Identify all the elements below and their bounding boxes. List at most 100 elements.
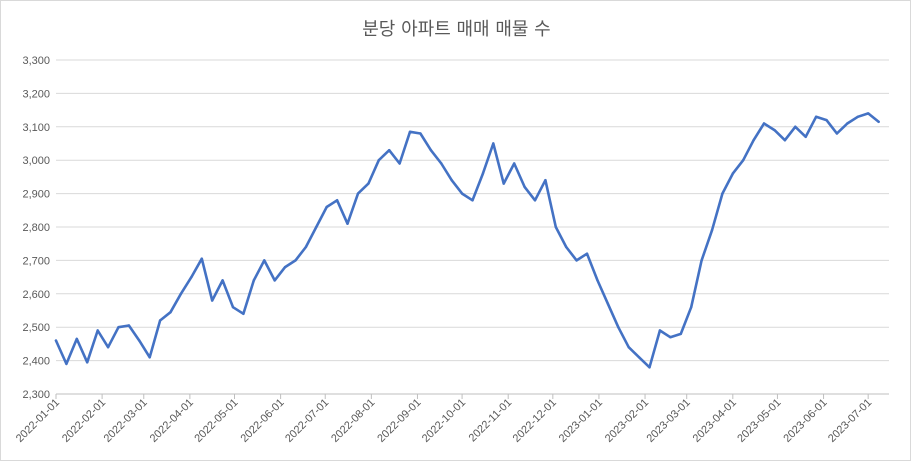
y-tick-label: 2,300 bbox=[22, 389, 50, 401]
x-tick-label: 2023-05-01 bbox=[735, 397, 783, 445]
data-point bbox=[273, 279, 276, 282]
data-point bbox=[408, 130, 412, 133]
data-point bbox=[138, 339, 141, 342]
data-point bbox=[127, 324, 131, 327]
data-point bbox=[565, 245, 568, 249]
data-point bbox=[794, 125, 797, 128]
x-tick-label: 2023-07-01 bbox=[826, 397, 874, 445]
data-point bbox=[460, 192, 464, 195]
data-point bbox=[877, 120, 880, 124]
data-point bbox=[106, 346, 110, 349]
data-point bbox=[856, 115, 859, 119]
y-tick-label: 2,700 bbox=[22, 255, 50, 267]
data-point bbox=[648, 366, 651, 369]
data-point bbox=[533, 199, 537, 202]
x-tick-label: 2023-04-01 bbox=[691, 397, 739, 445]
data-point bbox=[814, 115, 818, 119]
data-point bbox=[346, 222, 349, 225]
data-point bbox=[783, 139, 787, 142]
y-tick-label: 3,200 bbox=[22, 88, 50, 100]
data-point bbox=[637, 356, 641, 359]
data-point bbox=[679, 332, 682, 336]
series-layer bbox=[54, 112, 880, 369]
data-point bbox=[617, 326, 620, 329]
data-point bbox=[513, 162, 516, 165]
data-point bbox=[554, 225, 557, 229]
data-point bbox=[846, 122, 849, 125]
x-tick-label: 2023-02-01 bbox=[603, 397, 651, 445]
data-point bbox=[742, 159, 745, 162]
data-point bbox=[75, 337, 79, 341]
data-point bbox=[544, 179, 547, 182]
series-line bbox=[54, 112, 880, 369]
data-point bbox=[835, 132, 839, 135]
data-point bbox=[606, 302, 610, 305]
data-point bbox=[731, 172, 734, 175]
x-tick-label: 2022-09-01 bbox=[375, 397, 423, 445]
data-point bbox=[54, 339, 58, 342]
data-point bbox=[481, 172, 485, 175]
data-point bbox=[627, 346, 630, 349]
x-tick-label: 2023-06-01 bbox=[781, 397, 829, 445]
data-point bbox=[367, 182, 370, 185]
data-point bbox=[65, 362, 68, 366]
y-tick-label: 3,300 bbox=[22, 55, 50, 67]
data-point bbox=[773, 128, 776, 132]
y-tick-label: 2,600 bbox=[22, 289, 50, 301]
x-tick-label: 2023-01-01 bbox=[557, 397, 605, 445]
data-point bbox=[242, 312, 245, 315]
data-point bbox=[283, 265, 287, 269]
data-point bbox=[700, 259, 703, 262]
data-point bbox=[762, 122, 766, 125]
data-point bbox=[825, 118, 828, 122]
gridlines bbox=[56, 59, 889, 395]
data-point bbox=[721, 192, 724, 195]
data-point bbox=[575, 259, 578, 262]
data-point bbox=[429, 149, 433, 152]
data-point bbox=[419, 132, 422, 135]
y-tick-label: 2,800 bbox=[22, 222, 50, 234]
x-tick-label: 2022-11-01 bbox=[467, 397, 515, 445]
data-point bbox=[158, 319, 162, 322]
data-point bbox=[315, 225, 318, 229]
data-point bbox=[294, 259, 297, 262]
data-point bbox=[596, 279, 599, 282]
x-tick-label: 2022-08-01 bbox=[329, 397, 377, 445]
data-point bbox=[502, 182, 505, 185]
data-point bbox=[585, 252, 589, 255]
data-point bbox=[440, 162, 443, 165]
data-point bbox=[356, 192, 360, 195]
x-tick-label: 2022-03-01 bbox=[102, 397, 150, 445]
data-point bbox=[117, 326, 120, 329]
data-point bbox=[669, 336, 672, 339]
x-tick-label: 2022-10-01 bbox=[420, 397, 468, 445]
data-point bbox=[231, 306, 235, 309]
y-tick-label: 3,000 bbox=[22, 155, 50, 167]
data-point bbox=[200, 257, 203, 260]
data-point bbox=[179, 292, 183, 295]
data-point bbox=[377, 159, 380, 162]
data-point bbox=[304, 245, 308, 249]
data-point bbox=[523, 185, 526, 189]
data-point bbox=[252, 279, 255, 282]
data-point bbox=[710, 229, 714, 232]
data-point bbox=[169, 311, 172, 314]
x-tick-label: 2022-02-01 bbox=[60, 397, 108, 445]
x-tick-label: 2023-03-01 bbox=[645, 397, 693, 445]
data-point bbox=[325, 205, 328, 209]
data-point bbox=[492, 142, 495, 145]
data-point bbox=[471, 199, 474, 202]
x-tick-label: 2022-06-01 bbox=[238, 397, 286, 445]
chart-title: 분당 아파트 매매 매물 수 bbox=[362, 19, 551, 40]
x-tick-label: 2022-12-01 bbox=[511, 397, 559, 445]
data-point bbox=[148, 356, 151, 359]
data-point bbox=[804, 135, 807, 138]
data-point bbox=[211, 299, 214, 302]
y-axis-tick-labels: 2,300 2,400 2,500 2,600 2,700 2,800 2,900 3,000… bbox=[22, 55, 50, 401]
data-point bbox=[450, 179, 453, 182]
x-tick-label: 2022-04-01 bbox=[148, 397, 196, 445]
data-point bbox=[86, 361, 89, 364]
data-point bbox=[752, 139, 755, 142]
data-point bbox=[96, 329, 99, 332]
